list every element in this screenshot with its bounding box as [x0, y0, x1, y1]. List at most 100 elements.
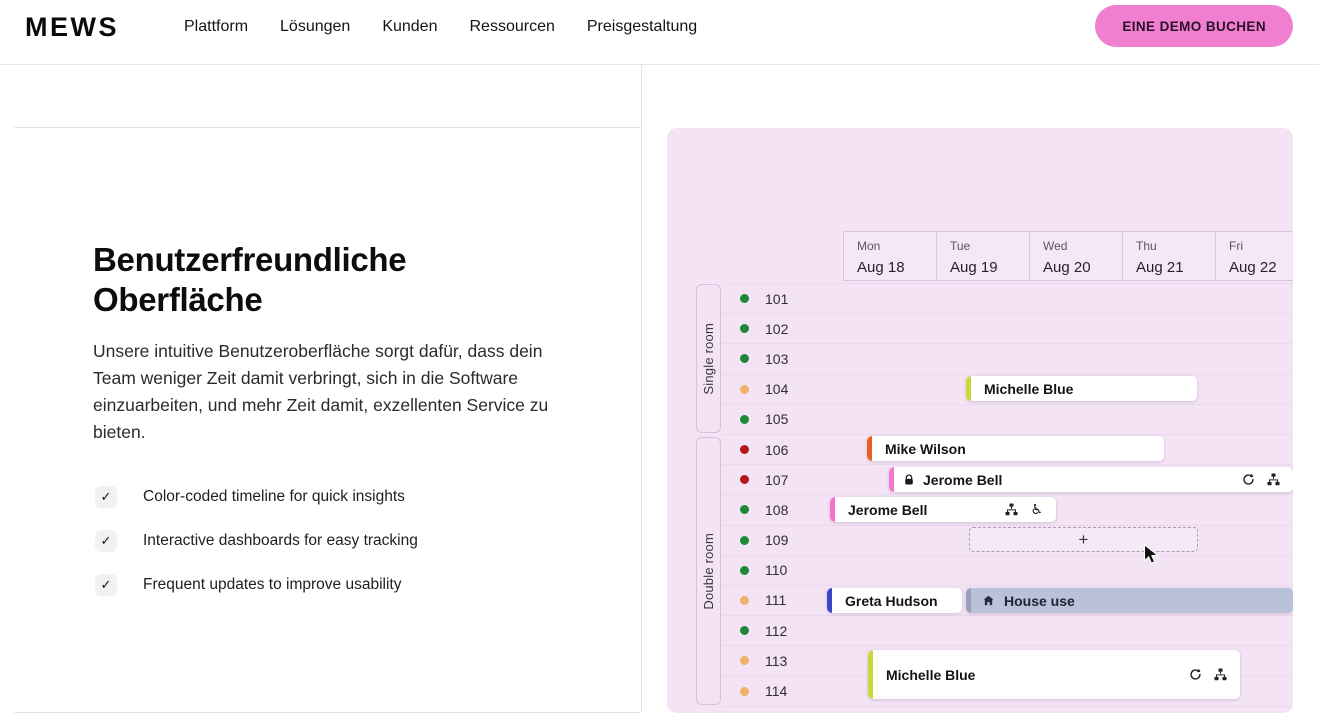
- weekday-label: Tue: [950, 239, 971, 253]
- room-rows: 101 102 103 104 105 106: [722, 283, 1293, 707]
- room-row-103: 103: [722, 343, 1293, 373]
- booking-color-stripe: [966, 376, 971, 401]
- room-row-110: 110: [722, 554, 1293, 585]
- check-icon: ✓: [95, 574, 117, 596]
- check-icon: ✓: [95, 530, 117, 552]
- booking-attribute-icons: [1242, 473, 1280, 486]
- guest-name: Michelle Blue: [886, 666, 976, 683]
- new-booking-placeholder[interactable]: +: [969, 527, 1198, 552]
- timeline-panel: Mon Aug 18 Tue Aug 19 Wed Aug 20 Thu Aug…: [667, 128, 1293, 713]
- weekday-label: Wed: [1043, 239, 1068, 253]
- checklist-label: Interactive dashboards for easy tracking: [143, 532, 418, 549]
- booking-color-stripe: [889, 467, 894, 492]
- booking-jerome-bell-108[interactable]: Jerome Bell ♿: [830, 497, 1056, 522]
- checklist-label: Frequent updates to improve usability: [143, 576, 402, 593]
- wheelchair-icon: ♿: [1030, 501, 1043, 518]
- section-heading: Benutzerfreundliche Oberfläche: [93, 241, 407, 318]
- booking-michelle-blue-113[interactable]: Michelle Blue: [868, 650, 1240, 699]
- room-number: 108: [765, 501, 789, 518]
- checklist-item-1: ✓ Color-coded timeline for quick insight…: [95, 486, 418, 508]
- room-number: 104: [765, 381, 789, 398]
- weekday-label: Thu: [1136, 239, 1157, 253]
- section-paragraph: Unsere intuitive Benutzeroberfläche sorg…: [93, 341, 549, 442]
- room-status-dot: [740, 535, 749, 545]
- date-label: Aug 18: [857, 259, 905, 276]
- booking-michelle-blue-104[interactable]: Michelle Blue: [966, 376, 1197, 401]
- lock-icon: [903, 473, 915, 486]
- checklist-label: Color-coded timeline for quick insights: [143, 488, 405, 505]
- room-number: 102: [765, 320, 789, 337]
- guest-name: Mike Wilson: [885, 440, 966, 457]
- nav-links: Plattform Lösungen Kunden Ressourcen Pre…: [184, 0, 697, 53]
- mews-logo[interactable]: MEWS: [25, 12, 119, 42]
- feature-checklist: ✓ Color-coded timeline for quick insight…: [95, 486, 418, 596]
- room-group-label: Single room: [701, 322, 716, 395]
- booking-color-stripe: [868, 650, 873, 699]
- room-number: 113: [765, 652, 788, 669]
- nav-link-preisgestaltung[interactable]: Preisgestaltung: [586, 17, 698, 35]
- room-number: 111: [765, 592, 787, 609]
- booking-jerome-bell-107[interactable]: Jerome Bell: [889, 467, 1293, 492]
- room-row-109: 109: [722, 524, 1293, 555]
- booking-mike-wilson-106[interactable]: Mike Wilson: [867, 436, 1164, 461]
- section-divider-top: [14, 127, 641, 128]
- sitemap-icon: [1005, 503, 1018, 516]
- date-label: Aug 20: [1043, 259, 1091, 276]
- room-number: 106: [765, 441, 789, 458]
- weekday-label: Fri: [1229, 239, 1243, 253]
- house-use-block-111[interactable]: House use: [966, 588, 1293, 613]
- booking-color-stripe: [867, 436, 872, 461]
- demo-cta-button[interactable]: EINE DEMO BUCHEN: [1095, 5, 1293, 47]
- room-group-label: Double room: [701, 532, 716, 610]
- room-row-105: 105: [722, 403, 1293, 434]
- room-row-111: 111: [722, 584, 1293, 615]
- nav-link-ressourcen[interactable]: Ressourcen: [469, 17, 555, 35]
- room-status-dot: [740, 626, 749, 636]
- room-status-dot: [740, 294, 749, 304]
- room-group-double: Double room: [696, 437, 721, 705]
- room-status-dot: [740, 414, 749, 424]
- room-status-dot: [740, 384, 749, 394]
- column-divider: [641, 65, 642, 712]
- room-number: 101: [765, 290, 789, 307]
- date-label: Aug 21: [1136, 259, 1184, 276]
- room-status-dot: [740, 686, 749, 696]
- room-row-102: 102: [722, 313, 1293, 343]
- room-status-dot: [740, 354, 749, 364]
- room-number: 103: [765, 350, 789, 367]
- day-column-wed: Wed Aug 20: [1029, 232, 1122, 280]
- sitemap-icon: [1267, 473, 1280, 486]
- nav-link-kunden[interactable]: Kunden: [382, 17, 438, 35]
- date-label: Aug 22: [1229, 259, 1277, 276]
- room-row-101: 101: [722, 283, 1293, 313]
- room-status-dot: [740, 505, 749, 515]
- day-column-thu: Thu Aug 21: [1122, 232, 1215, 280]
- nav-link-plattform[interactable]: Plattform: [184, 17, 249, 35]
- day-column-tue: Tue Aug 19: [936, 232, 1029, 280]
- guest-name: Jerome Bell: [848, 501, 928, 518]
- check-icon: ✓: [95, 486, 117, 508]
- sitemap-icon: [1214, 668, 1227, 681]
- booking-color-stripe: [827, 588, 832, 613]
- booking-greta-hudson-111[interactable]: Greta Hudson: [827, 588, 962, 613]
- booking-attribute-icons: [1189, 668, 1227, 681]
- day-column-fri: Fri Aug 22: [1215, 232, 1293, 280]
- room-row-107: 107: [722, 464, 1293, 494]
- booking-color-stripe: [830, 497, 835, 522]
- room-number: 107: [765, 471, 789, 488]
- room-status-dot: [740, 324, 749, 334]
- recurring-icon: [1189, 668, 1202, 681]
- checklist-item-3: ✓ Frequent updates to improve usability: [95, 574, 418, 596]
- room-row-112: 112: [722, 615, 1293, 645]
- room-number: 110: [765, 562, 788, 579]
- nav-link-loesungen[interactable]: Lösungen: [280, 17, 351, 35]
- room-group-single: Single room: [696, 284, 721, 433]
- room-status-dot: [740, 595, 749, 605]
- house-icon: [983, 595, 994, 606]
- block-label: House use: [1004, 592, 1075, 609]
- room-row-104: 104: [722, 373, 1293, 404]
- section-divider-bottom: [14, 712, 641, 713]
- room-row-108: 108: [722, 494, 1293, 524]
- room-number: 112: [765, 622, 788, 639]
